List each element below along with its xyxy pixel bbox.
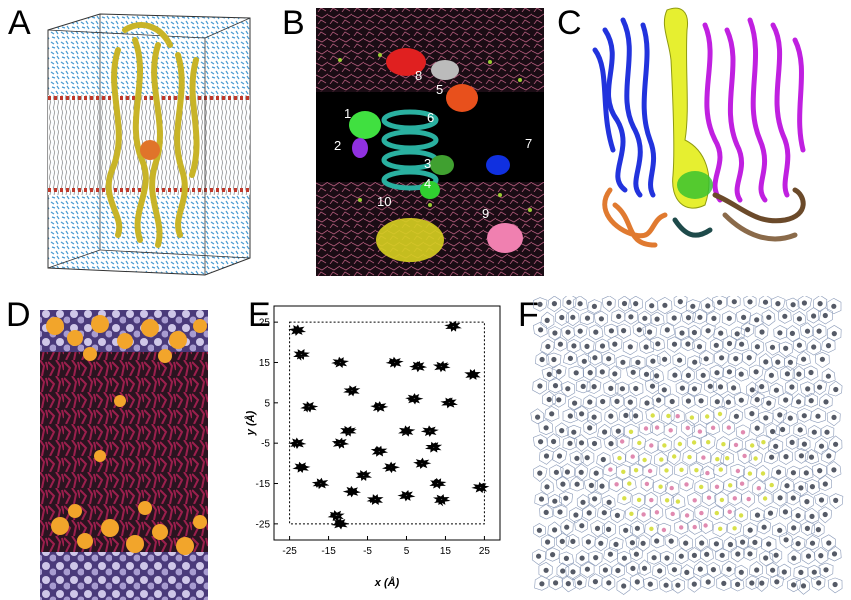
trajectory-cluster bbox=[331, 437, 350, 449]
membrane-box-image bbox=[47, 13, 251, 276]
marker-8: 8 bbox=[415, 68, 422, 83]
trajectory-cluster bbox=[420, 425, 439, 437]
marker-6: 6 bbox=[427, 110, 434, 125]
marker-4: 4 bbox=[424, 176, 431, 191]
trajectory-cluster bbox=[409, 360, 428, 373]
trajectory-cluster bbox=[440, 397, 458, 409]
trajectory-cluster bbox=[413, 457, 432, 470]
panel-a-label: A bbox=[8, 4, 31, 42]
panel-b: B 1 2 3 4 bbox=[280, 0, 552, 290]
trajectory-cluster bbox=[397, 489, 416, 502]
x-tick-label: 5 bbox=[404, 546, 410, 557]
panel-f: F bbox=[510, 296, 851, 600]
marker-1: 1 bbox=[344, 106, 351, 121]
marker-7: 7 bbox=[525, 136, 532, 151]
trajectory-cluster bbox=[292, 461, 311, 474]
marker-3: 3 bbox=[424, 156, 431, 171]
y-tick-label: 5 bbox=[264, 398, 270, 409]
trajectory-cluster bbox=[293, 348, 311, 361]
y-tick-label: -15 bbox=[256, 479, 271, 490]
trajectory-cluster bbox=[342, 485, 362, 498]
trajectory-cluster bbox=[366, 494, 384, 506]
y-axis-label: y (Å) bbox=[244, 410, 257, 436]
trajectory-cluster bbox=[300, 401, 319, 413]
trajectory-cluster bbox=[343, 385, 361, 397]
x-axis-label: x (Å) bbox=[374, 576, 400, 589]
trajectory-cluster bbox=[288, 324, 307, 336]
trajectory-cluster bbox=[398, 425, 416, 437]
x-tick-label: 15 bbox=[440, 546, 452, 557]
trajectory-cluster bbox=[432, 494, 451, 507]
marker-5: 5 bbox=[436, 82, 443, 97]
y-tick-label: -5 bbox=[261, 439, 270, 450]
trajectory-cluster bbox=[331, 356, 350, 369]
trajectory-chart: -25 -15 -5 5 15 25 25 15 5 -5 -15 -25 x (Å) y (Å) bbox=[244, 305, 501, 589]
panel-e-label: E bbox=[248, 296, 271, 334]
protein-tunnel-image bbox=[592, 7, 806, 248]
x-tick-label: -5 bbox=[363, 546, 372, 557]
y-tick-label: 25 bbox=[259, 318, 271, 329]
marker-2: 2 bbox=[334, 138, 341, 153]
y-tick-label: 15 bbox=[259, 358, 271, 369]
trajectory-cluster bbox=[471, 481, 490, 494]
trajectory-cluster bbox=[327, 510, 345, 522]
x-tick-label: -25 bbox=[282, 546, 297, 557]
x-tick-label: -15 bbox=[321, 546, 336, 557]
plot-frame bbox=[273, 305, 501, 541]
panel-d: D bbox=[0, 296, 240, 600]
trajectory-cluster bbox=[355, 470, 373, 482]
y-tick-label: -25 bbox=[256, 519, 271, 530]
trajectory-cluster bbox=[385, 356, 404, 369]
lipid-cluster-image: 1 2 3 4 5 6 7 8 9 10 bbox=[316, 8, 544, 276]
panel-a: A bbox=[0, 0, 270, 290]
bilayer-image bbox=[40, 310, 208, 600]
trajectory-cluster bbox=[331, 518, 350, 530]
panel-c-label: C bbox=[557, 4, 582, 42]
trajectory-cluster bbox=[288, 437, 307, 449]
trajectory-cluster bbox=[370, 401, 389, 413]
marker-9: 9 bbox=[482, 206, 489, 221]
panel-b-label: B bbox=[282, 4, 305, 42]
panel-c: C bbox=[555, 0, 851, 290]
marker-10: 10 bbox=[377, 194, 391, 209]
trajectory-cluster bbox=[370, 445, 389, 457]
trajectory-cluster bbox=[339, 425, 357, 437]
trajectory-cluster bbox=[464, 368, 481, 380]
trajectory-cluster bbox=[444, 320, 462, 332]
x-tick-label: 25 bbox=[479, 546, 491, 557]
simulation-box bbox=[289, 321, 485, 525]
trajectory-cluster bbox=[432, 360, 451, 373]
trajectory-cluster bbox=[429, 477, 447, 490]
trajectory-cluster bbox=[424, 441, 443, 453]
trajectory-cluster bbox=[311, 477, 330, 490]
panel-e: E -25 -15 -5 5 15 25 25 15 5 -5 -15 -25 x (Å) y (Å… bbox=[240, 296, 510, 600]
trajectory-cluster bbox=[405, 393, 424, 405]
panel-d-label: D bbox=[6, 296, 31, 334]
trajectory-cluster bbox=[381, 461, 401, 474]
voronoi-image bbox=[530, 296, 844, 595]
